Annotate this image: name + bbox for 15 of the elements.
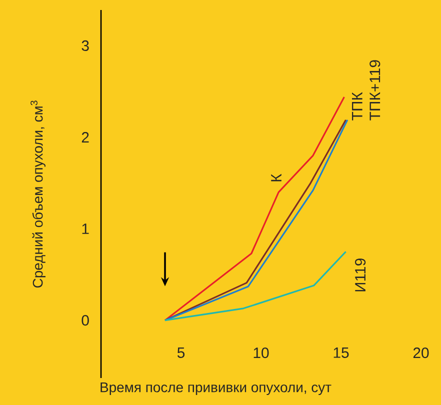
text: И119 (355, 258, 366, 292)
text: ТПК+119 (370, 60, 380, 120)
text: ТПК (352, 92, 362, 120)
y-tick-label: 0 (82, 315, 89, 326)
y-tick-label: 2 (82, 132, 89, 142)
y-tick-label: 1 (82, 224, 89, 234)
x-tick-label: 10 (254, 348, 269, 358)
x-tick-label: 5 (177, 348, 185, 358)
text: К (271, 174, 282, 182)
y-tick-label: 3 (82, 40, 89, 51)
line-series (164, 250, 347, 322)
x-tick-label: 15 (334, 348, 349, 358)
y-axis-title: Средний объем опухоли, см$^{3}$ (30, 100, 46, 288)
x-tick-label: 20 (413, 348, 429, 358)
x-axis-title: Время после прививки опухоли, сут (100, 382, 332, 396)
